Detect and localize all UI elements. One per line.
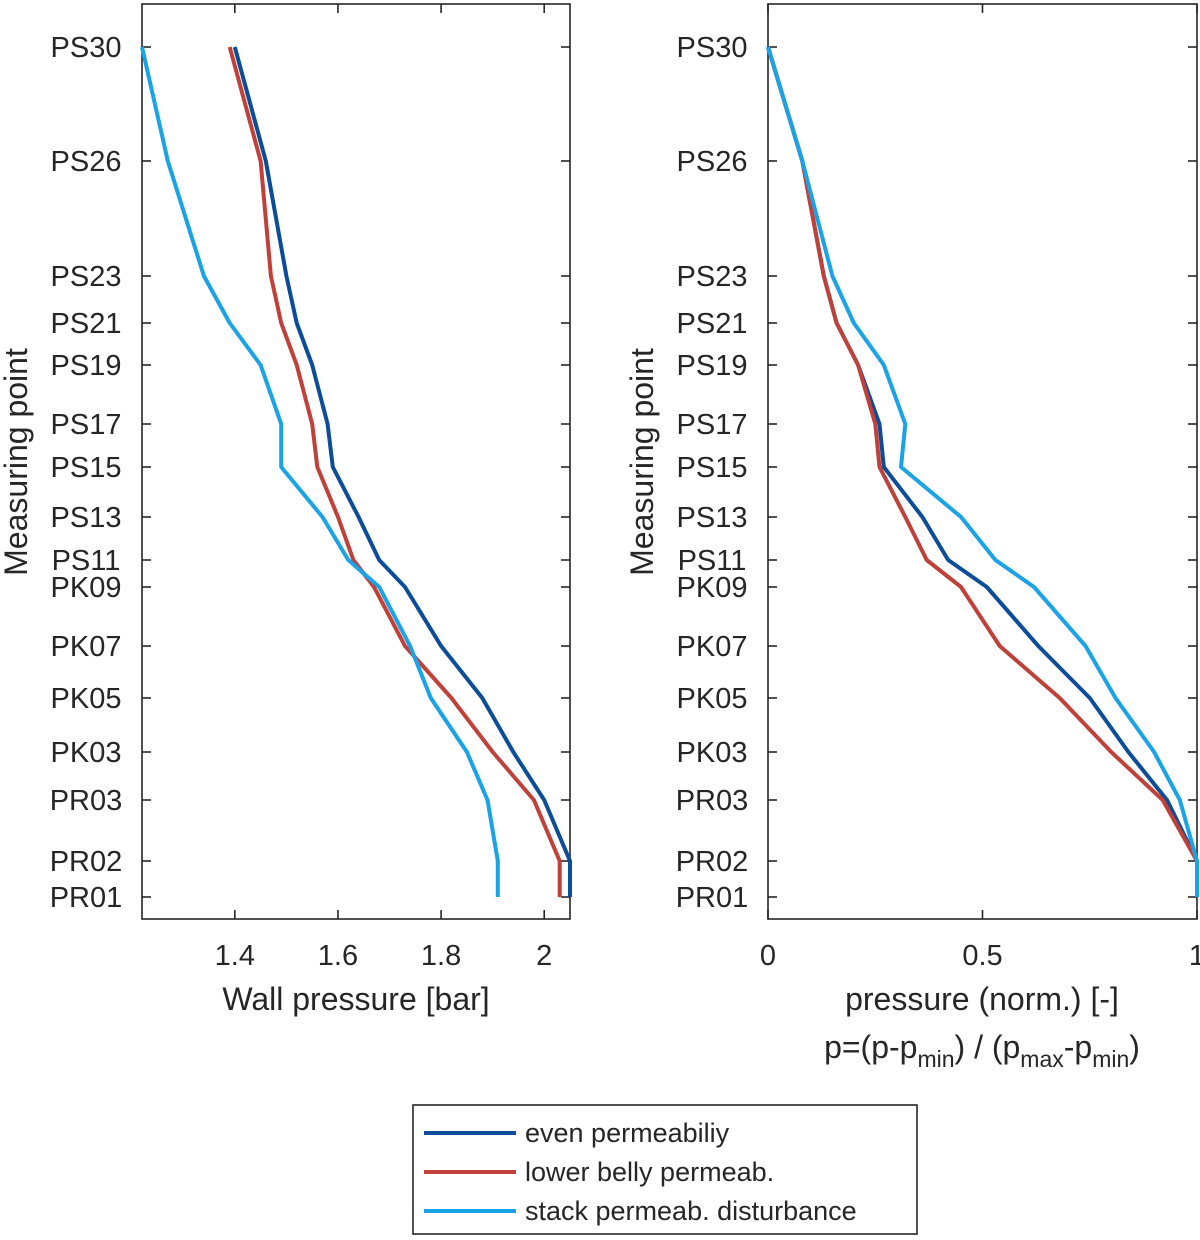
x-axis-title: pressure (norm.) [-]: [845, 981, 1119, 1017]
y-tick-label: PK07: [677, 631, 748, 663]
series-line-3: [766, 46, 1199, 897]
y-axis-title: Measuring point: [0, 348, 34, 576]
formula-part: ): [1129, 1029, 1140, 1065]
x-tick-label: 1.6: [318, 940, 358, 972]
plot-area-frame: [141, 3, 571, 920]
y-tick-label: PS30: [51, 32, 122, 64]
y-tick-label: PS11: [678, 545, 747, 577]
legend-label: lower belly permeab.: [525, 1157, 774, 1187]
y-tick-label: PS15: [51, 452, 122, 484]
y-tick-label: PS30: [677, 32, 748, 64]
y-tick-label: PR03: [50, 785, 123, 817]
series-line-3: [140, 46, 500, 897]
y-tick-label: PR03: [676, 785, 749, 817]
y-tick-label: PS21: [677, 308, 748, 340]
y-tick-label: PS17: [51, 409, 122, 441]
x-tick-label: 0: [760, 940, 776, 972]
y-tick-label: PS26: [677, 146, 748, 178]
y-tick-label: PK05: [677, 683, 748, 715]
y-tick-label: PK03: [677, 737, 748, 769]
wall-pressure-chart: PS30 PS26 PS23 PS21 PS19 PS17 PS15 PS13 PS11PK09…: [0, 3, 572, 1017]
legend: even permeabiliy lower belly permeab. stac…: [412, 1104, 918, 1235]
y-tick-label: PK09: [677, 572, 748, 604]
y-tick-label: PR02: [676, 846, 749, 878]
y-tick-label: PR01: [50, 882, 123, 914]
series-line-2: [766, 46, 1199, 897]
y-axis-title: Measuring point: [624, 348, 660, 576]
x-axis-title: Wall pressure [bar]: [222, 981, 489, 1017]
y-tick-label: PS19: [677, 350, 748, 382]
legend-label: stack permeab. disturbance: [525, 1196, 857, 1226]
y-tick-label: PR02: [50, 846, 123, 878]
formula-subscript: min: [1092, 1046, 1129, 1072]
x-tick-label: 1: [1189, 940, 1200, 972]
series-line-1: [232, 46, 572, 897]
y-tick-label: PS19: [51, 350, 122, 382]
legend-label: even permeabiliy: [525, 1118, 730, 1148]
y-tick-label: PS13: [677, 502, 748, 534]
x-axis-formula: p=(p-pmin) / (pmax-pmin): [824, 1029, 1140, 1072]
plot-area-frame: [767, 3, 1198, 920]
y-tick-label: PS13: [51, 502, 122, 534]
y-tick-label: PS21: [51, 308, 122, 340]
x-tick-label: 1.8: [421, 940, 461, 972]
y-tick-label: PK05: [51, 683, 122, 715]
y-tick-label: PK03: [51, 737, 122, 769]
formula-part: -p: [1064, 1029, 1092, 1065]
x-tick-label: 2: [536, 940, 552, 972]
x-tick-label: 1.4: [215, 940, 255, 972]
normalized-pressure-chart: PS30 PS26 PS23 PS21 PS19 PS17 PS15 PS13 PS11PK09…: [624, 3, 1200, 1072]
y-tick-label: PS11: [52, 545, 121, 577]
series-line-2: [227, 46, 562, 897]
y-tick-label: PS23: [677, 261, 748, 293]
x-tick-label: 0.5: [962, 940, 1002, 972]
y-tick-label: PK07: [51, 631, 122, 663]
formula-subscript: min: [917, 1046, 954, 1072]
y-tick-label: PS23: [51, 261, 122, 293]
y-tick-label: PS15: [677, 452, 748, 484]
formula-part: ) / (p: [955, 1029, 1021, 1065]
y-tick-label: PS17: [677, 409, 748, 441]
formula-subscript: max: [1020, 1046, 1064, 1072]
y-tick-label: PK09: [51, 572, 122, 604]
y-tick-label: PR01: [676, 882, 749, 914]
formula-part: p=(p-p: [824, 1029, 917, 1065]
y-tick-label: PS26: [51, 146, 122, 178]
